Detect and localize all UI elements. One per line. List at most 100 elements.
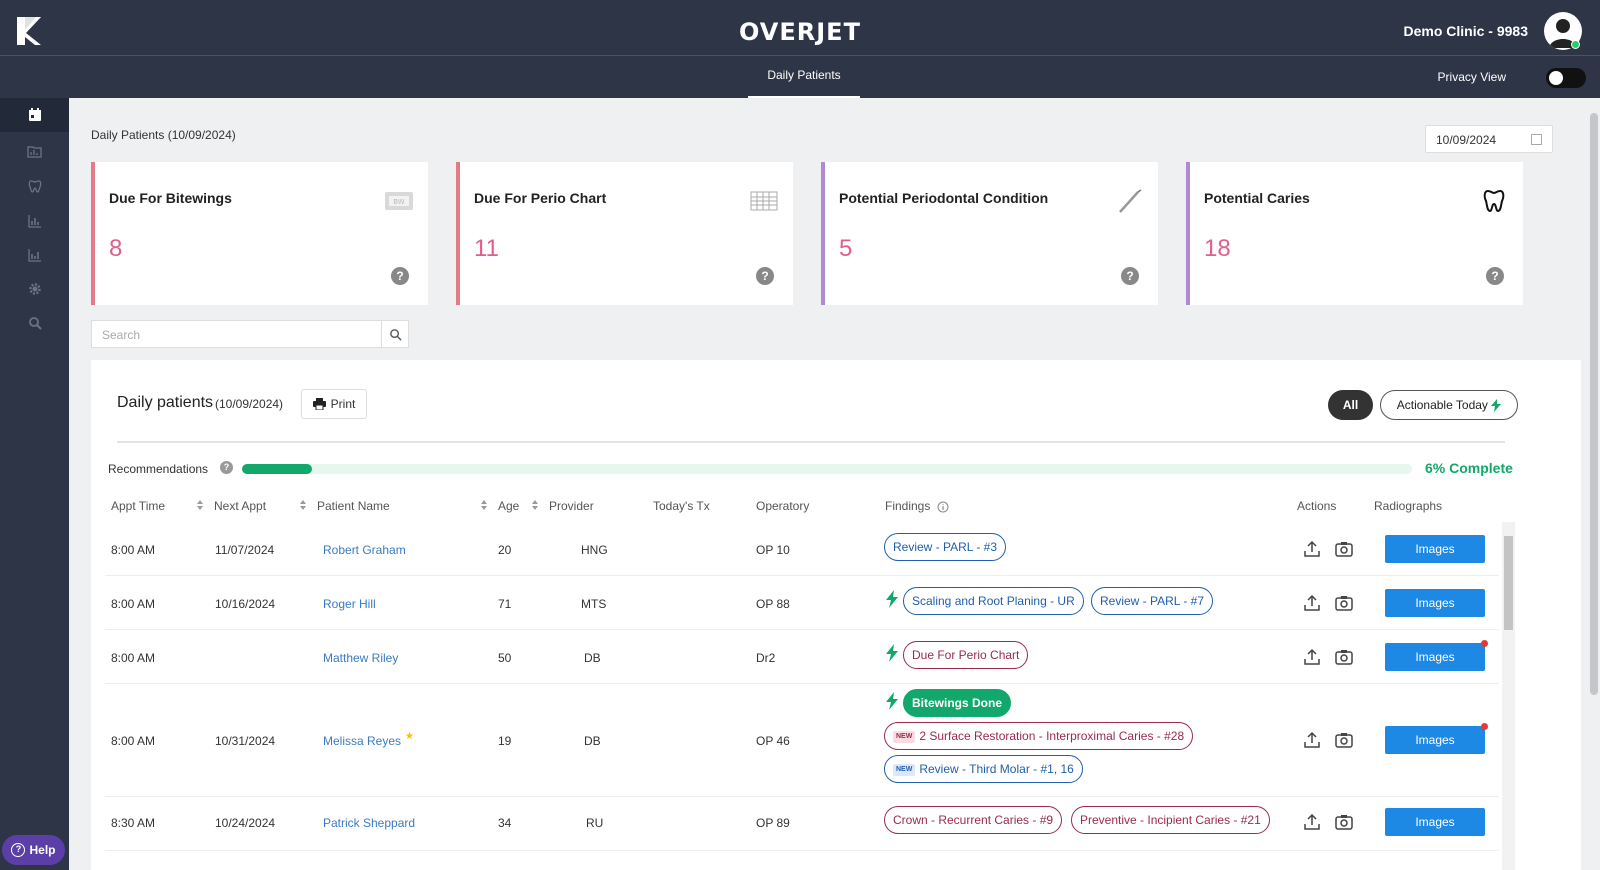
card-due-for-bitewings[interactable]: Due For Bitewings 8 BW ? [91, 162, 428, 305]
clinic-name[interactable]: Demo Clinic - 9983 [1403, 23, 1529, 39]
finding-pill[interactable]: Crown - Recurrent Caries - #9 [884, 806, 1063, 834]
col-appt-time[interactable]: Appt Time [111, 499, 165, 513]
card-due-for-perio-chart[interactable]: Due For Perio Chart 11 ? [456, 162, 793, 305]
date-value: 10/09/2024 [1436, 133, 1497, 147]
main-content: Daily Patients (10/09/2024) 10/09/2024 D… [69, 98, 1587, 870]
age: 71 [498, 597, 512, 611]
appt-time: 8:30 AM [111, 816, 156, 830]
top-bar: OVERJET Demo Clinic - 9983 [0, 0, 1600, 56]
images-button[interactable]: Images [1385, 589, 1485, 617]
finding-pill[interactable]: Scaling and Root Planing - UR [903, 587, 1084, 615]
card-title: Potential Caries [1204, 190, 1310, 206]
col-findings: Findings [885, 499, 949, 513]
search-input[interactable]: Search [91, 320, 382, 348]
brand-title: OVERJET [739, 18, 861, 46]
sidebar-item-insights[interactable] [0, 238, 69, 272]
sidebar-item-tooth[interactable] [0, 169, 69, 203]
filter-actionable-today-button[interactable]: Actionable Today [1380, 390, 1518, 420]
patient-name-link[interactable]: Robert Graham [323, 543, 406, 557]
camera-icon[interactable] [1335, 648, 1353, 666]
sidebar-item-analytics[interactable] [0, 204, 69, 238]
patient-name-link[interactable]: Patrick Sheppard [323, 816, 416, 830]
scrollbar-thumb[interactable] [1504, 536, 1513, 630]
finding-pill[interactable]: Bitewings Done [903, 689, 1012, 717]
patient-name-link[interactable]: Roger Hill [323, 597, 376, 611]
upload-icon[interactable] [1303, 813, 1321, 831]
camera-icon[interactable] [1335, 731, 1353, 749]
date-picker[interactable]: 10/09/2024 [1425, 125, 1553, 153]
avatar[interactable] [1544, 12, 1582, 50]
filter-actionable-label: Actionable Today [1396, 398, 1488, 412]
patient-name-link[interactable]: Melissa Reyes ★ [323, 731, 414, 748]
col-next-appt[interactable]: Next Appt [214, 499, 266, 513]
col-todays-tx: Today's Tx [653, 499, 710, 513]
card-potential-caries[interactable]: Potential Caries 18 ? [1186, 162, 1523, 305]
complete-label: 6% Complete [1425, 460, 1513, 476]
images-button[interactable]: Images [1385, 726, 1485, 754]
patient-name-link[interactable]: Matthew Riley [323, 651, 399, 665]
sidebar-item-settings[interactable] [0, 272, 69, 306]
sidebar-item-reports[interactable] [0, 134, 69, 168]
help-icon[interactable]: ? [756, 267, 774, 285]
finding-pill[interactable]: NEW Review - Third Molar - #1, 16 [884, 755, 1083, 783]
divider [117, 441, 1505, 443]
recommendations-label: Recommendations [108, 462, 209, 476]
header-label: Patient Name [317, 499, 390, 513]
next-appt: 10/31/2024 [215, 734, 276, 748]
help-icon[interactable]: ? [220, 461, 233, 474]
table-scrollbar[interactable] [1502, 522, 1515, 870]
table-row[interactable]: 8:00 AM 10/31/2024 Melissa Reyes ★ 19 DB … [105, 684, 1499, 797]
age: 20 [498, 543, 512, 557]
sort-icon[interactable] [531, 500, 539, 510]
provider: HNG [581, 543, 608, 557]
table-row[interactable]: 8:00 AM Matthew Riley 50 DB Dr2 Due For … [105, 630, 1499, 684]
upload-icon[interactable] [1303, 648, 1321, 666]
finding-pill[interactable]: Preventive - Incipient Caries - #21 [1071, 806, 1270, 834]
bolt-icon [886, 644, 898, 662]
gear-icon [28, 283, 41, 295]
sort-icon[interactable] [480, 500, 488, 510]
images-button[interactable]: Images [1385, 643, 1485, 671]
help-icon[interactable]: ? [1121, 267, 1139, 285]
provider: RU [586, 816, 604, 830]
sidebar-item-calendar[interactable] [0, 98, 69, 132]
page-scrollbar[interactable] [1587, 113, 1600, 870]
help-button[interactable]: ? Help [2, 835, 65, 865]
daily-patients-panel: Daily patients (10/09/2024) Print All Ac… [91, 360, 1581, 870]
table-row[interactable]: 8:00 AM 11/07/2024 Robert Graham 20 HNG … [105, 522, 1499, 576]
tab-daily-patients[interactable]: Daily Patients [748, 56, 860, 98]
filter-all-button[interactable]: All [1328, 390, 1373, 420]
card-count: 5 [839, 235, 853, 262]
finding-pill[interactable]: Due For Perio Chart [903, 641, 1029, 669]
upload-icon[interactable] [1303, 540, 1321, 558]
help-icon[interactable]: ? [391, 267, 409, 285]
images-button[interactable]: Images [1385, 808, 1485, 836]
finding-pill[interactable]: Review - PARL - #3 [884, 533, 1007, 561]
operatory: OP 88 [756, 597, 790, 611]
scrollbar-thumb[interactable] [1590, 113, 1598, 695]
upload-icon[interactable] [1303, 731, 1321, 749]
sidebar-item-search[interactable] [0, 306, 69, 340]
table-row[interactable]: 8:30 AM 10/24/2024 Patrick Sheppard 34 R… [105, 797, 1499, 851]
col-age[interactable]: Age [498, 499, 519, 513]
col-patient-name[interactable]: Patient Name [317, 499, 390, 513]
finding-pill[interactable]: NEW 2 Surface Restoration - Interproximal… [884, 722, 1194, 750]
bitewing-icon: BW [385, 192, 413, 210]
upload-icon[interactable] [1303, 594, 1321, 612]
help-icon[interactable]: ? [1486, 267, 1504, 285]
info-icon[interactable] [937, 501, 949, 513]
camera-icon[interactable] [1335, 540, 1353, 558]
camera-icon[interactable] [1335, 594, 1353, 612]
overjet-logo-icon[interactable] [16, 16, 42, 46]
card-title: Potential Periodontal Condition [839, 190, 1049, 206]
images-button[interactable]: Images [1385, 535, 1485, 563]
finding-pill[interactable]: Review - PARL - #7 [1091, 587, 1214, 615]
table-row[interactable]: 8:00 AM 10/16/2024 Roger Hill 71 MTS OP … [105, 576, 1499, 630]
privacy-view-toggle[interactable] [1546, 68, 1586, 88]
sort-icon[interactable] [196, 500, 204, 510]
print-button[interactable]: Print [301, 389, 367, 419]
camera-icon[interactable] [1335, 813, 1353, 831]
search-button[interactable] [381, 320, 409, 348]
sort-icon[interactable] [299, 500, 307, 510]
card-potential-periodontal-condition[interactable]: Potential Periodontal Condition 5 ? [821, 162, 1158, 305]
